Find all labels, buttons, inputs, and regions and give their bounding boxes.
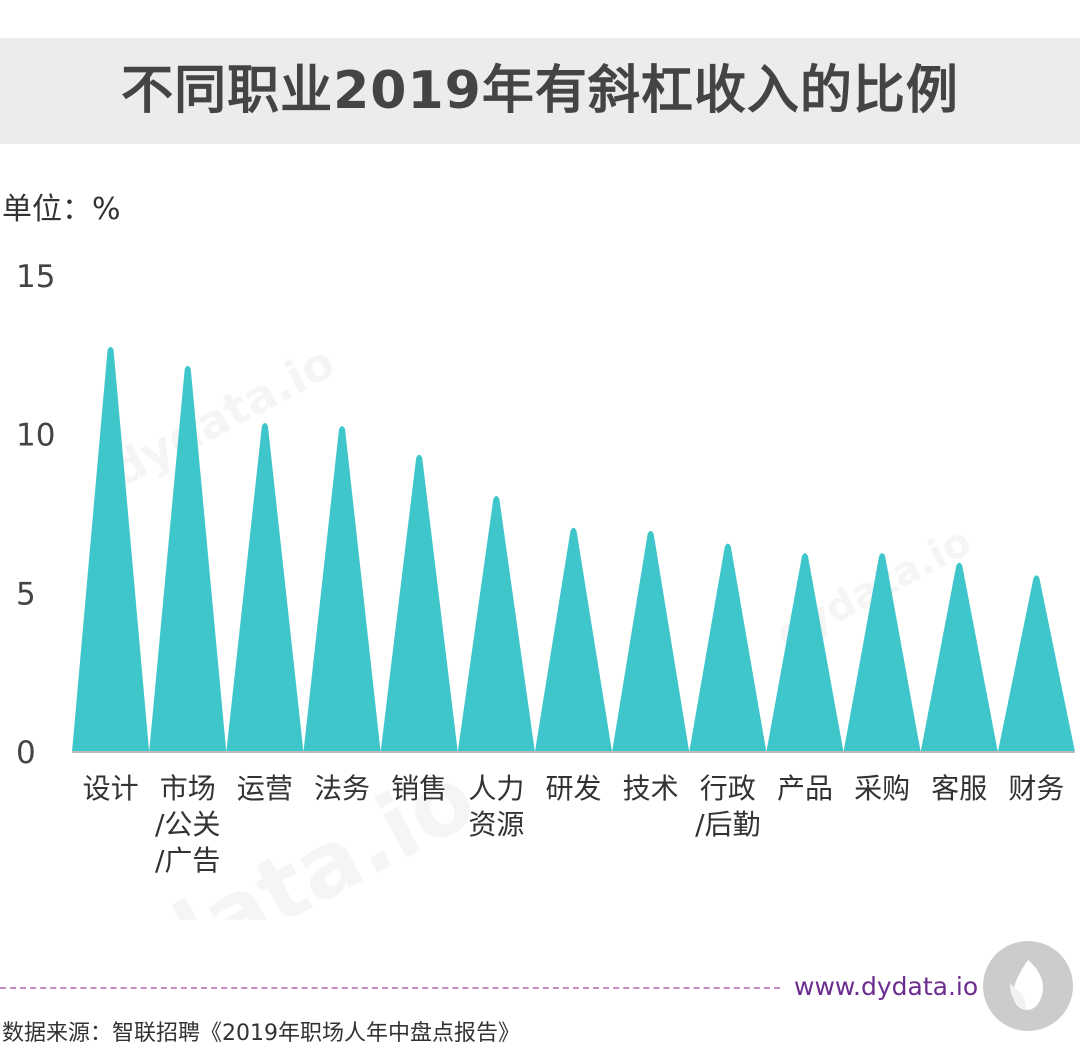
x-tick-label: 财务	[1008, 772, 1064, 805]
bar	[534, 527, 613, 752]
bar	[380, 454, 458, 752]
x-tick-label: 市场/公关/广告	[155, 772, 220, 877]
x-tick-label: 设计	[83, 772, 139, 805]
unit-label: 单位：%	[2, 192, 121, 227]
bar	[766, 553, 844, 752]
bar	[612, 530, 690, 752]
website-link[interactable]: www.dydata.io	[794, 972, 979, 1001]
chart-title: 不同职业2019年有斜杠收入的比例	[121, 61, 959, 121]
bar	[997, 575, 1075, 752]
bar	[149, 365, 227, 752]
x-tick-label: 研发	[545, 772, 601, 805]
title-band	[0, 38, 1080, 144]
bars	[72, 346, 1075, 752]
bar	[303, 426, 381, 752]
y-tick-label: 5	[16, 576, 36, 612]
bar	[457, 495, 535, 752]
x-tick-label: 技术	[623, 772, 679, 805]
footer-divider	[0, 987, 780, 989]
watermark-text: dydata.io	[102, 335, 343, 498]
dydata-logo	[983, 941, 1073, 1031]
y-tick-label: 15	[16, 259, 55, 295]
bar	[689, 543, 767, 752]
x-tick-label: 销售	[391, 772, 447, 805]
x-tick-label: 行政/后勤	[695, 772, 760, 841]
x-tick-label: 客服	[931, 772, 987, 805]
y-tick-label: 10	[16, 418, 55, 454]
x-tick-label: 运营	[237, 772, 293, 805]
x-tick-label: 法务	[314, 772, 370, 805]
y-axis: 0 5 10 15	[16, 259, 55, 771]
bar	[843, 553, 921, 752]
bar	[920, 562, 998, 752]
data-source: 数据来源：智联招聘《2019年职场人年中盘点报告》	[2, 1021, 520, 1046]
x-tick-label: 人力资源	[468, 772, 524, 841]
bar	[72, 346, 150, 752]
bar	[226, 422, 304, 752]
watermark-text: dydata.io	[20, 744, 492, 920]
x-tick-label: 产品	[777, 772, 833, 805]
x-tick-label: 采购	[854, 772, 910, 805]
y-tick-label: 0	[16, 735, 36, 771]
